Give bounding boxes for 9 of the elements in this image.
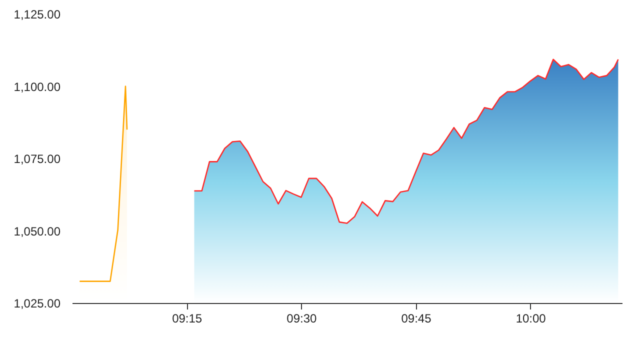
y-tick-label: 1,050.00 xyxy=(14,224,61,238)
x-tick-label: 09:15 xyxy=(172,312,202,326)
y-tick-label: 1,125.00 xyxy=(14,8,61,22)
y-tick-label: 1,100.00 xyxy=(14,80,61,94)
y-tick-label: 1,025.00 xyxy=(14,296,61,310)
x-tick-label: 09:45 xyxy=(401,312,432,326)
x-tick-label: 10:00 xyxy=(516,312,546,326)
x-tick-label: 09:30 xyxy=(286,312,318,326)
y-tick-label: 1,075.00 xyxy=(14,152,61,166)
